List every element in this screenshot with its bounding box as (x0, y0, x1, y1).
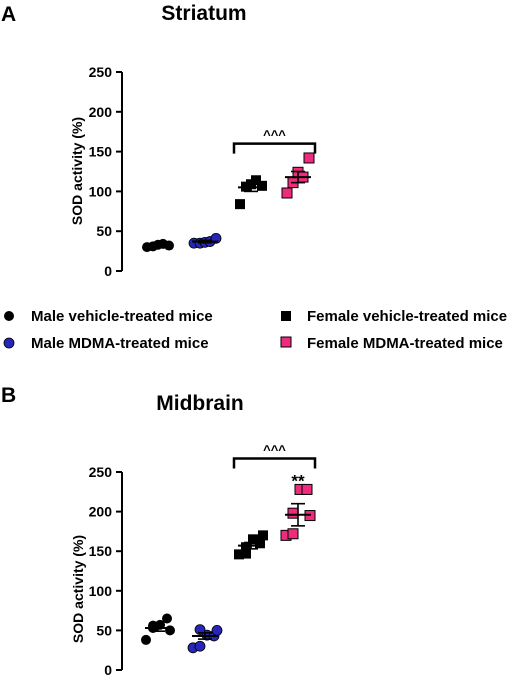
y-tick-label: 250 (89, 64, 113, 80)
y-tick-label: 200 (89, 104, 113, 120)
panel-a-ylabel: SOD activity (%) (69, 117, 85, 225)
data-point (235, 199, 245, 210)
panel-b-plot: 0 50 100 150 200 250 ^^^ ** (89, 443, 317, 678)
panel-a-title: Striatum (161, 2, 246, 25)
legend-marker-female-vehicle (281, 311, 291, 321)
data-point (287, 528, 299, 540)
y-tick-label: 250 (89, 464, 113, 480)
legend-label-female-vehicle: Female vehicle-treated mice (307, 308, 507, 325)
data-point (194, 640, 206, 652)
y-tick-label: 50 (96, 622, 112, 638)
significance-bracket (232, 142, 317, 154)
significance-label: ** (291, 471, 305, 490)
legend-item-male-mdma: Male MDMA-treated mice (3, 335, 209, 352)
data-point (251, 175, 261, 186)
panel-b-letter: B (1, 384, 16, 407)
legend-label-female-mdma: Female MDMA-treated mice (307, 335, 503, 352)
panel-a-plot: 0 50 100 150 200 250 ^^^ (89, 64, 317, 279)
y-tick-label: 100 (89, 583, 113, 599)
data-point (255, 538, 265, 549)
data-point (165, 625, 175, 636)
y-tick-label: 0 (104, 662, 112, 678)
legend-item-female-vehicle: Female vehicle-treated mice (281, 308, 507, 325)
legend-marker-female-mdma (280, 336, 292, 348)
significance-label: ^^^ (263, 128, 286, 143)
panel-b: B Midbrain SOD activity (%) 0 50 100 150 200… (1, 384, 317, 678)
legend-item-female-mdma: Female MDMA-treated mice (280, 335, 503, 352)
y-tick-label: 150 (89, 144, 113, 160)
legend-item-male-vehicle: Male vehicle-treated mice (4, 308, 213, 325)
panel-b-title: Midbrain (156, 392, 244, 415)
legend-marker-male-mdma (3, 337, 15, 349)
panel-b-ylabel: SOD activity (%) (70, 535, 86, 643)
data-point (241, 548, 251, 559)
data-point (141, 634, 151, 645)
y-tick-label: 200 (89, 504, 113, 520)
y-tick-label: 0 (104, 263, 112, 279)
legend-label-male-mdma: Male MDMA-treated mice (31, 335, 209, 352)
data-point (281, 187, 293, 199)
y-tick-label: 50 (96, 223, 112, 239)
legend-marker-male-vehicle (4, 311, 14, 321)
data-point (241, 542, 251, 553)
data-point (258, 530, 268, 541)
data-point (301, 483, 313, 495)
panel-a-letter: A (1, 3, 16, 26)
data-point (162, 613, 172, 624)
y-tick-label: 150 (89, 543, 113, 559)
data-point (303, 152, 315, 164)
data-point (248, 534, 258, 545)
data-point (234, 549, 244, 560)
data-point (257, 180, 267, 191)
legend-label-male-vehicle: Male vehicle-treated mice (31, 308, 213, 325)
data-point (287, 507, 299, 519)
legend: Male vehicle-treated mice Male MDMA-trea… (3, 308, 507, 352)
panel-a: A Striatum SOD activity (%) 0 50 100 150 200… (1, 2, 317, 279)
data-point (211, 625, 223, 636)
significance-label: ^^^ (263, 443, 286, 458)
significance-bracket (232, 457, 317, 469)
y-tick-label: 100 (89, 183, 113, 199)
